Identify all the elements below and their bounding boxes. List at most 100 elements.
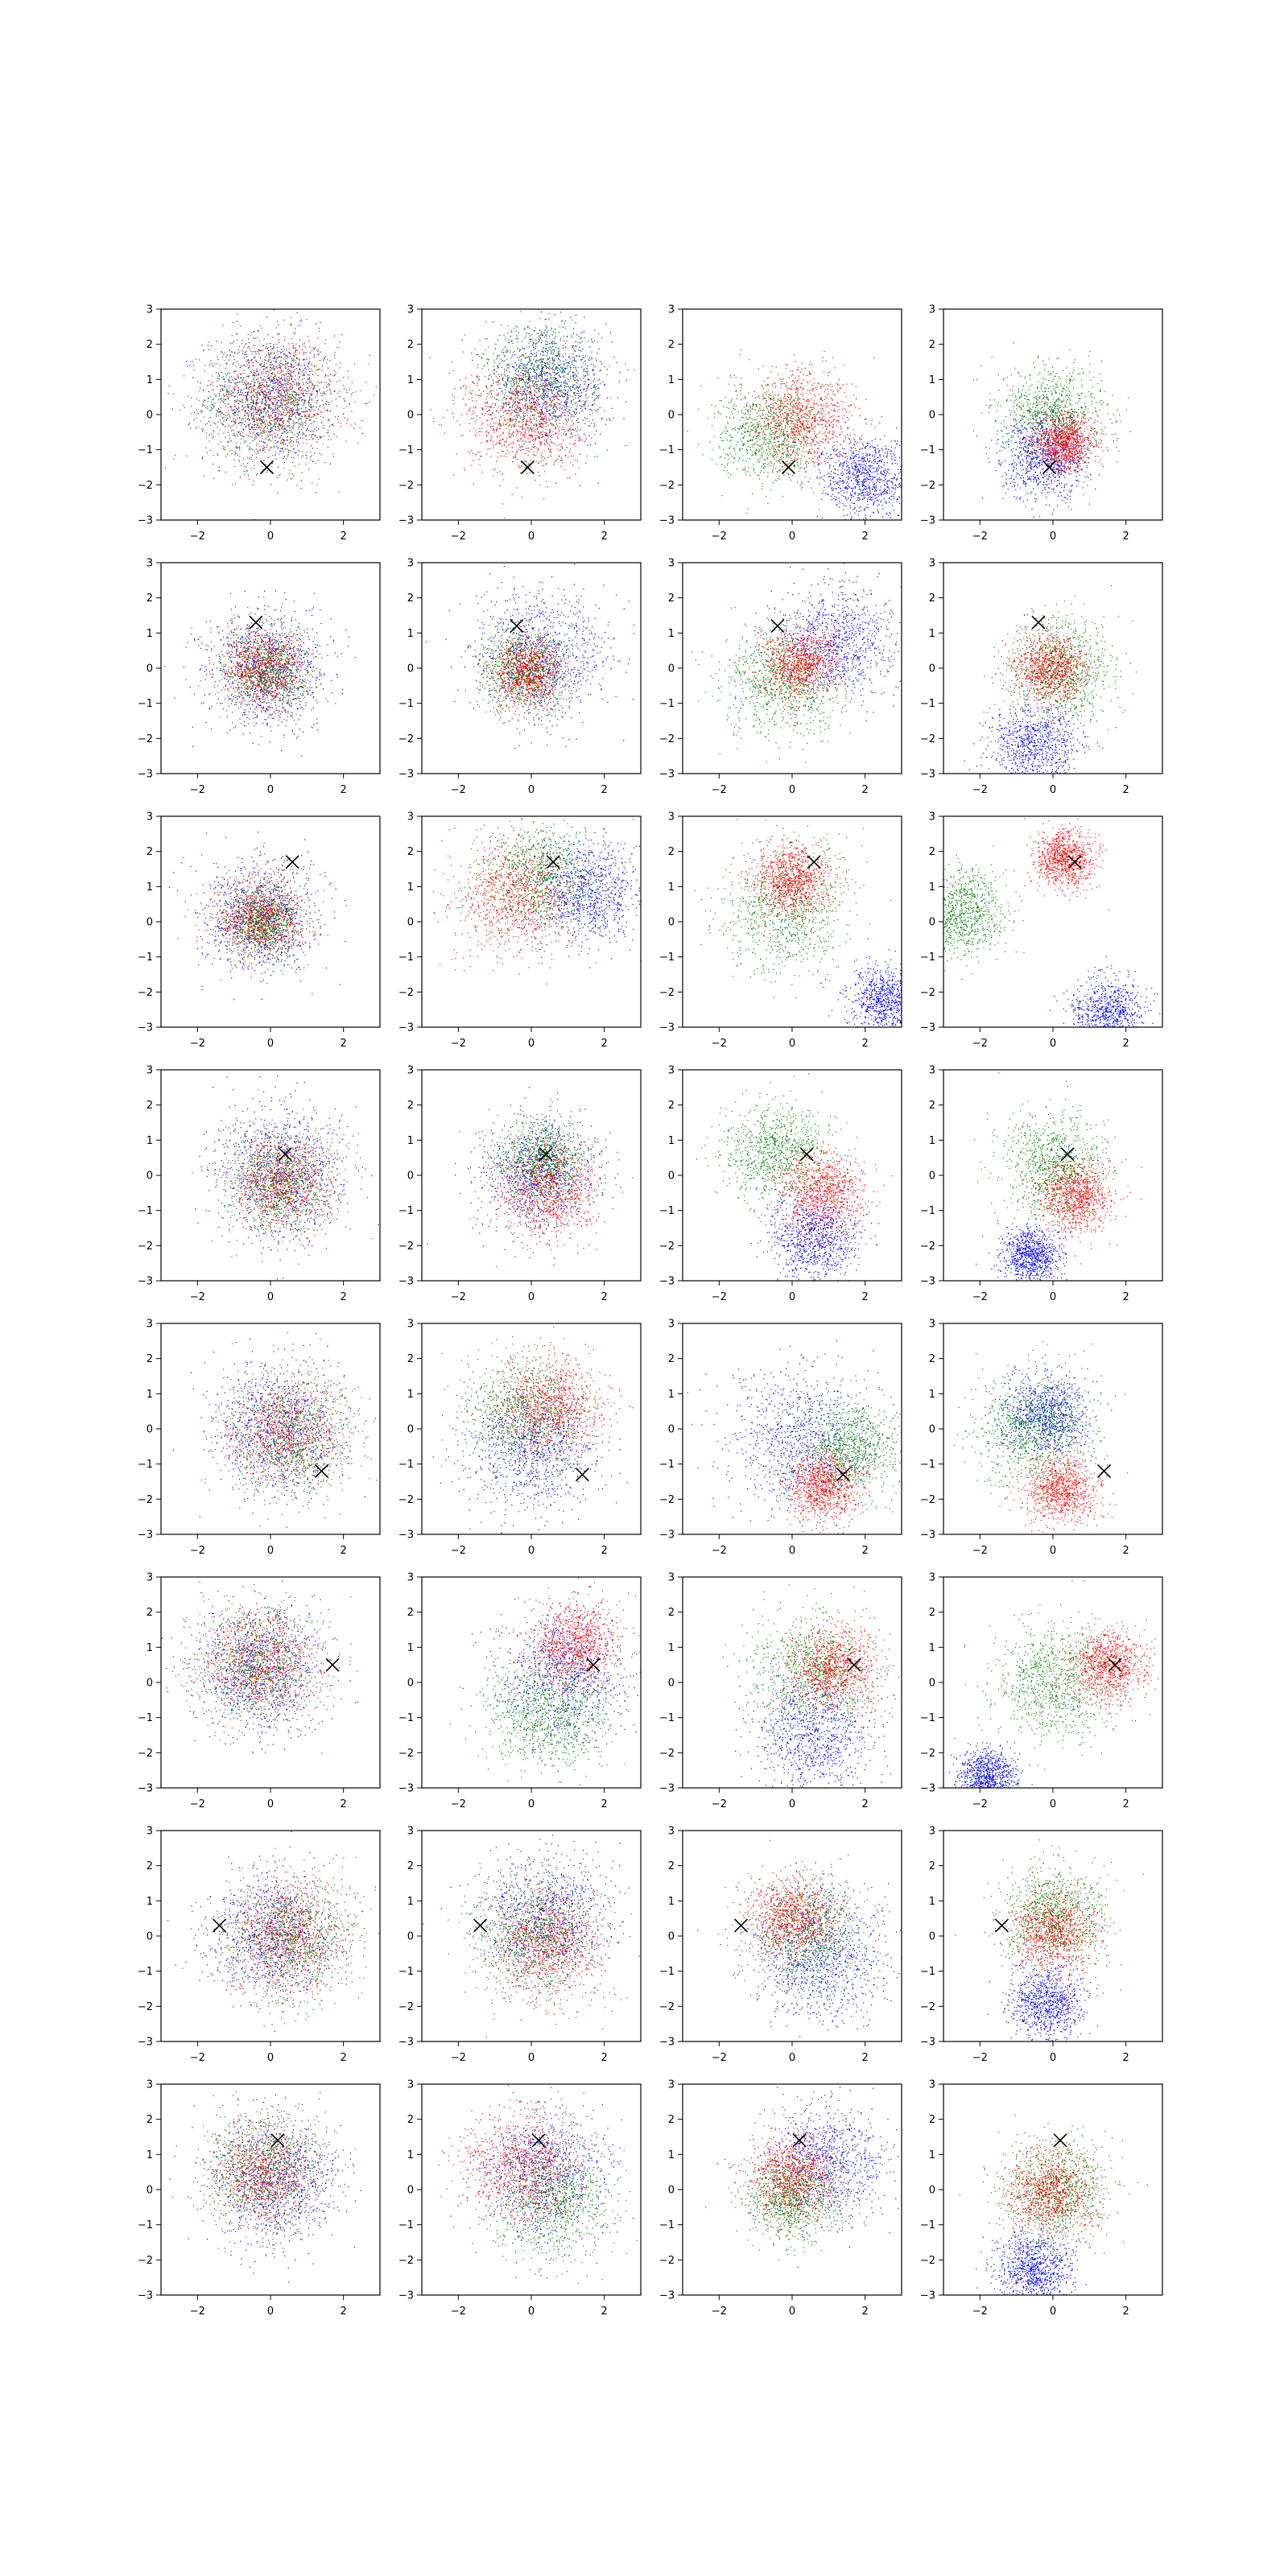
data-point [265, 407, 266, 408]
data-point [289, 469, 290, 470]
data-point [289, 427, 290, 428]
data-point [625, 401, 626, 402]
data-point [503, 385, 504, 386]
data-point [567, 336, 568, 337]
data-point [267, 457, 268, 458]
data-point [577, 373, 578, 374]
data-point [509, 342, 510, 343]
data-point [542, 389, 543, 390]
data-point [249, 375, 250, 376]
data-point [476, 419, 477, 420]
data-point [268, 347, 269, 348]
data-point [527, 371, 528, 372]
data-point [290, 373, 291, 374]
data-point [273, 347, 274, 348]
data-point [276, 397, 277, 398]
data-point [183, 405, 184, 406]
data-point [519, 379, 520, 380]
data-point [254, 438, 255, 439]
data-point [279, 437, 280, 438]
data-point [254, 421, 255, 422]
data-point [256, 438, 257, 439]
data-point [573, 377, 574, 378]
data-point [499, 419, 500, 420]
data-point [525, 353, 526, 354]
data-point [517, 327, 518, 328]
data-point [293, 404, 294, 405]
data-point [216, 416, 217, 417]
data-point [283, 354, 284, 355]
data-point [282, 405, 283, 406]
data-point [303, 359, 304, 360]
y-tick-label: 0 [147, 410, 153, 422]
data-point [338, 421, 339, 422]
data-point [575, 414, 576, 415]
data-point [299, 387, 300, 388]
data-point [322, 393, 323, 394]
data-point [516, 408, 517, 409]
data-point [271, 411, 272, 412]
data-point [259, 420, 260, 421]
data-point [254, 434, 255, 435]
data-point [292, 360, 293, 361]
data-point [292, 398, 293, 399]
data-point [231, 453, 232, 454]
data-point [488, 369, 489, 370]
data-point [274, 376, 275, 377]
data-point [245, 395, 246, 396]
data-point [292, 376, 293, 377]
data-point [532, 354, 533, 355]
data-point [269, 355, 270, 356]
data-point [303, 405, 304, 406]
data-point [539, 396, 540, 397]
data-point [573, 367, 574, 368]
data-point [281, 369, 282, 370]
data-point [271, 408, 272, 409]
data-point [612, 408, 613, 409]
data-point [350, 425, 351, 426]
data-point [536, 404, 537, 405]
data-point [255, 373, 256, 374]
data-point [284, 399, 285, 400]
data-point [291, 338, 292, 339]
data-point [522, 368, 523, 369]
data-point [501, 435, 502, 436]
data-point [340, 368, 341, 369]
data-point [258, 418, 259, 419]
data-point [553, 413, 554, 414]
data-point [238, 392, 239, 393]
data-point [546, 441, 547, 442]
data-point [540, 335, 541, 336]
data-point [292, 437, 293, 438]
data-point [535, 361, 536, 362]
data-point [591, 438, 592, 439]
data-point [244, 474, 245, 475]
data-point [247, 445, 248, 446]
data-point [565, 390, 566, 391]
data-point [583, 406, 584, 407]
data-point [530, 467, 531, 468]
data-point [536, 388, 537, 389]
data-point [281, 378, 282, 379]
data-point [528, 392, 529, 393]
data-point [277, 411, 278, 412]
data-point [334, 369, 335, 370]
data-point [273, 404, 274, 405]
data-point [496, 376, 497, 377]
data-point [495, 405, 496, 406]
data-point [225, 368, 226, 369]
data-point [575, 474, 576, 475]
data-point [287, 420, 288, 421]
data-point [207, 452, 208, 453]
data-point [530, 390, 531, 391]
data-point [515, 398, 516, 399]
data-point [293, 457, 294, 458]
data-point [537, 381, 538, 382]
data-point [504, 394, 505, 395]
data-point [295, 352, 296, 353]
data-point [243, 369, 244, 370]
data-point [586, 438, 587, 439]
data-point [252, 359, 253, 360]
data-point [235, 483, 236, 484]
